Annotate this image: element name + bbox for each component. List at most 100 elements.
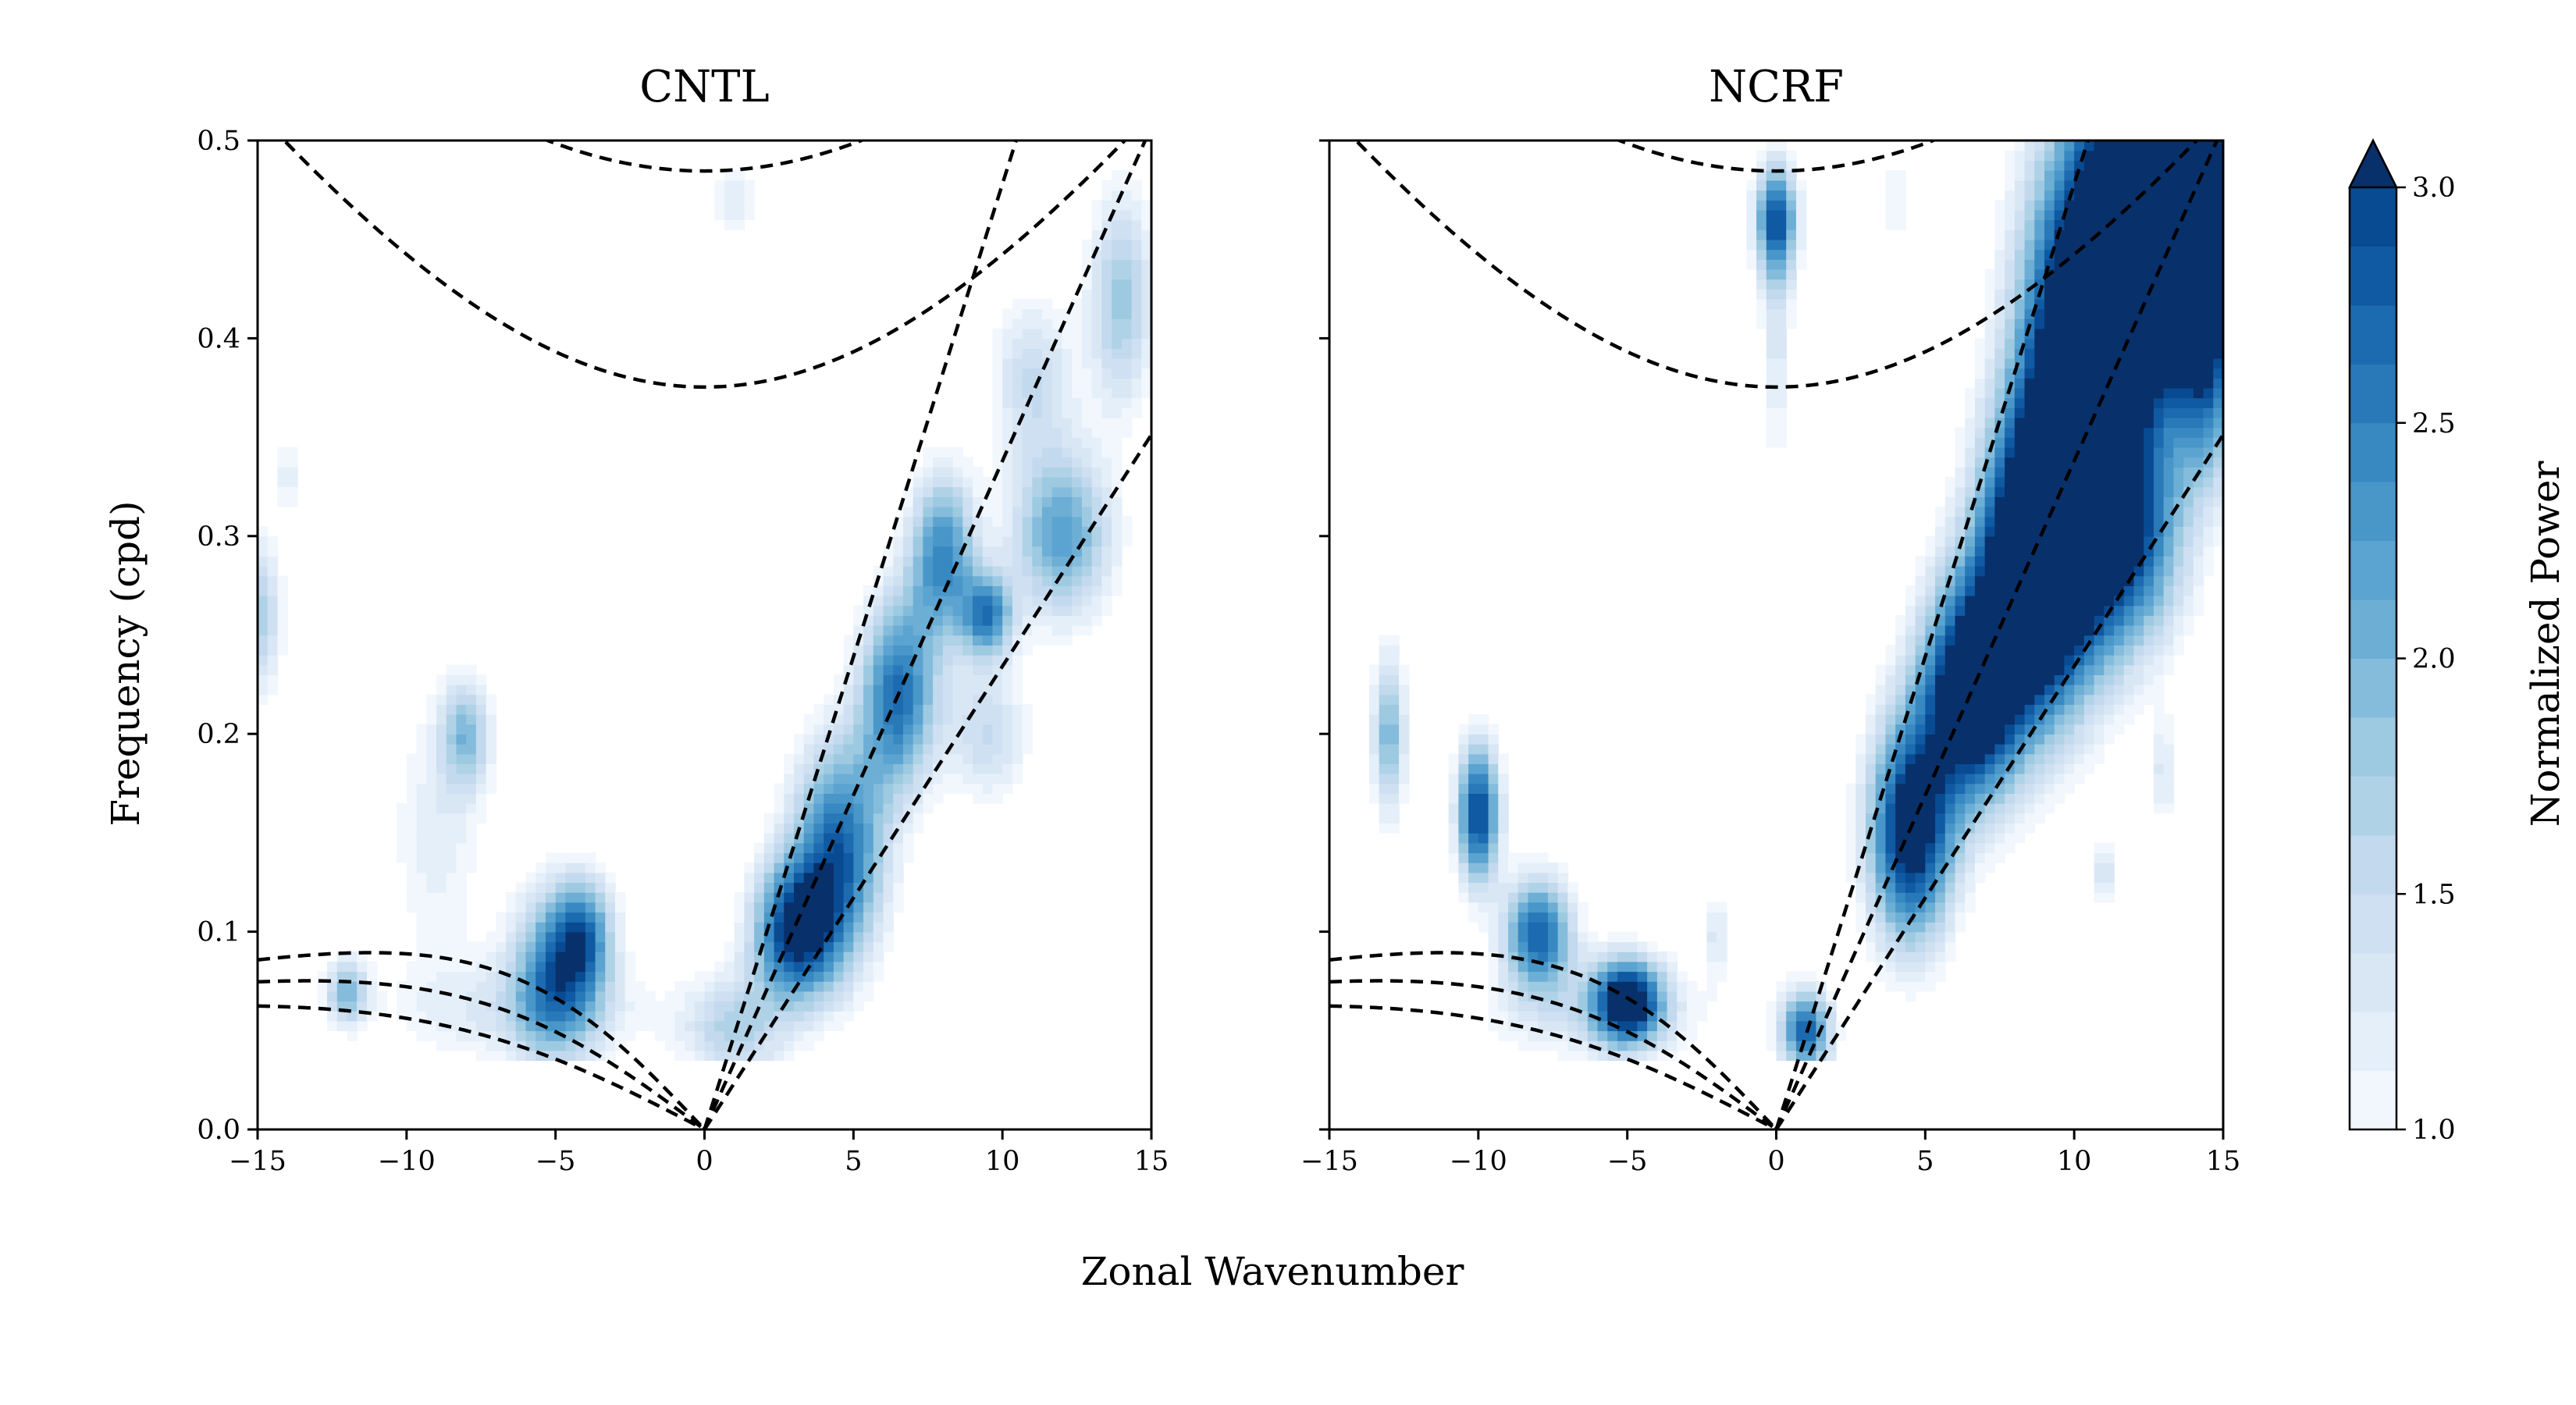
contour-cell xyxy=(2034,318,2045,329)
contour-cell xyxy=(2064,763,2075,774)
contour-cell xyxy=(2123,556,2135,567)
contour-cell xyxy=(744,931,755,943)
contour-cell xyxy=(2144,585,2154,596)
contour-cell xyxy=(2094,427,2105,438)
contour-cell xyxy=(2144,209,2154,221)
contour-cell xyxy=(287,486,298,497)
contour-cell xyxy=(1468,724,1479,735)
contour-cell xyxy=(1062,615,1073,626)
contour-cell xyxy=(933,556,944,567)
contour-cell xyxy=(1974,704,1986,715)
contour-cell xyxy=(2144,368,2154,379)
contour-cell xyxy=(2123,645,2135,656)
contour-cell xyxy=(456,713,467,725)
contour-cell xyxy=(1072,446,1083,458)
contour-cell xyxy=(2014,219,2026,230)
contour-cell xyxy=(893,556,904,567)
contour-cell xyxy=(2123,694,2135,705)
contour-cell xyxy=(2213,200,2223,211)
contour-cell xyxy=(1875,694,1887,705)
contour-cell xyxy=(2104,150,2115,162)
contour-cell xyxy=(1508,921,1519,933)
contour-cell xyxy=(406,783,418,795)
contour-cell xyxy=(258,645,269,656)
contour-cell xyxy=(555,891,567,903)
contour-cell xyxy=(436,1001,447,1012)
contour-cell xyxy=(2133,457,2145,468)
contour-cell xyxy=(2123,190,2135,201)
contour-cell xyxy=(973,783,984,795)
contour-cell xyxy=(506,912,517,923)
contour-cell xyxy=(1081,585,1093,596)
contour-cell xyxy=(466,743,477,755)
contour-cell xyxy=(784,891,795,903)
contour-cell xyxy=(2153,170,2165,181)
contour-cell xyxy=(1081,575,1093,586)
contour-cell xyxy=(2203,348,2215,359)
contour-cell xyxy=(1885,694,1896,705)
contour-cell xyxy=(1131,318,1143,329)
x-tick-label: 10 xyxy=(985,1146,1020,1177)
contour-cell xyxy=(654,1001,666,1012)
contour-cell xyxy=(2054,546,2065,557)
contour-cell xyxy=(545,1001,557,1012)
contour-cell xyxy=(1508,941,1519,952)
contour-cell xyxy=(794,882,805,893)
contour-cell xyxy=(863,694,874,705)
contour-cell xyxy=(1538,1040,1549,1051)
contour-cell xyxy=(1875,813,1887,824)
contour-cell xyxy=(1131,180,1143,191)
contour-cell xyxy=(942,486,954,497)
contour-cell xyxy=(1498,1010,1509,1022)
contour-cell xyxy=(1131,397,1143,408)
contour-cell xyxy=(1905,882,1916,893)
contour-cell xyxy=(982,516,994,527)
contour-cell xyxy=(883,724,895,735)
contour-cell xyxy=(893,674,904,685)
contour-cell xyxy=(525,1020,537,1032)
contour-cell xyxy=(436,832,447,844)
contour-cell xyxy=(1072,378,1083,389)
contour-cell xyxy=(2014,308,2026,319)
contour-cell xyxy=(1012,486,1023,497)
contour-cell xyxy=(605,1020,616,1032)
contour-cell xyxy=(1984,823,1996,834)
contour-cell xyxy=(2173,289,2184,300)
contour-cell xyxy=(1866,941,1877,952)
inertia-gravity-wave-curve-n1 xyxy=(1354,140,2199,389)
contour-cell xyxy=(1915,931,1927,943)
contour-cell xyxy=(2193,565,2204,577)
contour-cell xyxy=(784,802,795,814)
contour-cell xyxy=(2024,417,2036,429)
contour-cell xyxy=(853,694,864,705)
contour-cell xyxy=(466,802,477,814)
contour-cell xyxy=(1667,1010,1678,1022)
contour-cell xyxy=(744,872,755,884)
contour-cell xyxy=(2083,219,2095,230)
contour-cell xyxy=(1925,823,1936,834)
contour-cell xyxy=(774,842,785,854)
contour-cell xyxy=(883,763,895,774)
contour-cell xyxy=(913,476,924,488)
contour-cell xyxy=(475,684,487,695)
contour-cell xyxy=(2014,368,2026,379)
contour-cell xyxy=(1002,318,1013,329)
contour-cell xyxy=(962,585,973,596)
contour-cell xyxy=(1517,862,1529,873)
contour-cell xyxy=(2094,318,2105,329)
contour-cell xyxy=(2193,209,2204,221)
contour-cell xyxy=(942,476,954,488)
contour-cell xyxy=(426,991,437,1002)
contour-cell xyxy=(863,980,874,992)
contour-cell xyxy=(744,1001,755,1012)
contour-cell xyxy=(2144,318,2154,329)
contour-cell xyxy=(942,645,954,656)
contour-cell xyxy=(1389,743,1400,755)
contour-cell xyxy=(1517,931,1529,943)
contour-cell xyxy=(2094,308,2105,319)
contour-cell xyxy=(1955,546,1966,557)
contour-cell xyxy=(277,496,288,507)
contour-cell xyxy=(1547,1040,1559,1051)
contour-cell xyxy=(952,783,964,795)
contour-cell xyxy=(2153,763,2165,774)
